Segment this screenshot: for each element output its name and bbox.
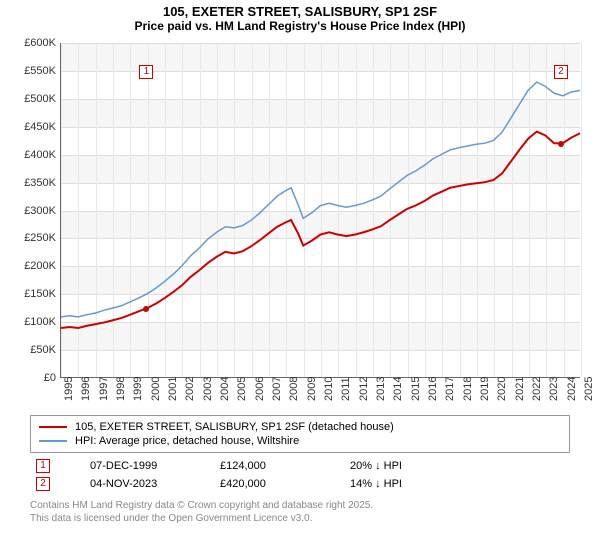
legend-swatch-property — [39, 426, 67, 428]
x-tick-label: 2007 — [271, 377, 283, 401]
x-tick-label: 2016 — [427, 377, 439, 401]
legend-item-property: 105, EXETER STREET, SALISBURY, SP1 2SF (… — [39, 420, 561, 434]
x-tick-label: 2024 — [566, 377, 578, 401]
legend-label-hpi: HPI: Average price, detached house, Wilt… — [75, 435, 299, 447]
legend-item-hpi: HPI: Average price, detached house, Wilt… — [39, 434, 561, 448]
footer-attribution: Contains HM Land Registry data © Crown c… — [30, 499, 570, 525]
plot-area: 12 — [60, 43, 580, 378]
chart-subtitle: Price paid vs. HM Land Registry's House … — [0, 19, 600, 35]
table-cell-date: 07-DEC-1999 — [90, 460, 180, 472]
chart-title: 105, EXETER STREET, SALISBURY, SP1 2SF — [0, 0, 600, 19]
y-tick-label: £550K — [10, 65, 56, 77]
marker-box-1: 1 — [139, 65, 153, 79]
x-tick-label: 2015 — [410, 377, 422, 401]
marker-ref-icon: 2 — [36, 477, 50, 491]
y-tick-label: £0 — [10, 372, 56, 384]
x-tick-label: 1996 — [80, 377, 92, 401]
x-tick-label: 2021 — [514, 377, 526, 401]
y-tick-label: £500K — [10, 93, 56, 105]
x-tick-label: 2006 — [254, 377, 266, 401]
x-tick-label: 2009 — [306, 377, 318, 401]
x-tick-label: 2025 — [583, 377, 595, 401]
y-tick-label: £150K — [10, 288, 56, 300]
x-tick-label: 2001 — [167, 377, 179, 401]
x-tick-label: 2022 — [531, 377, 543, 401]
x-tick-label: 2017 — [444, 377, 456, 401]
x-tick-label: 1998 — [115, 377, 127, 401]
legend-label-property: 105, EXETER STREET, SALISBURY, SP1 2SF (… — [75, 421, 394, 433]
y-tick-label: £400K — [10, 149, 56, 161]
chart-lines — [61, 43, 580, 377]
x-tick-label: 2004 — [219, 377, 231, 401]
x-tick-label: 2013 — [375, 377, 387, 401]
marker-dot-1 — [143, 306, 149, 312]
y-tick-label: £100K — [10, 316, 56, 328]
y-tick-label: £250K — [10, 232, 56, 244]
marker-table: 1 07-DEC-1999 £124,000 20% ↓ HPI 2 04-NOV-202… — [30, 457, 570, 493]
x-tick-label: 2020 — [496, 377, 508, 401]
x-tick-label: 2019 — [479, 377, 491, 401]
x-tick-label: 2002 — [184, 377, 196, 401]
footer-line2: This data is licensed under the Open Gov… — [30, 512, 570, 525]
x-tick-label: 2014 — [392, 377, 404, 401]
table-row: 2 04-NOV-2023 £420,000 14% ↓ HPI — [30, 475, 570, 493]
table-cell-diff: 14% ↓ HPI — [350, 478, 440, 490]
x-tick-label: 1995 — [63, 377, 75, 401]
y-tick-label: £450K — [10, 121, 56, 133]
x-tick-label: 2011 — [340, 377, 352, 401]
y-tick-label: £300K — [10, 205, 56, 217]
y-tick-label: £350K — [10, 177, 56, 189]
x-tick-label: 2005 — [236, 377, 248, 401]
legend: 105, EXETER STREET, SALISBURY, SP1 2SF (… — [30, 415, 570, 453]
x-tick-label: 2008 — [288, 377, 300, 401]
x-tick-label: 1999 — [132, 377, 144, 401]
x-tick-label: 2003 — [202, 377, 214, 401]
x-tick-label: 2000 — [150, 377, 162, 401]
legend-swatch-hpi — [39, 440, 67, 442]
table-row: 1 07-DEC-1999 £124,000 20% ↓ HPI — [30, 457, 570, 475]
x-tick-label: 2023 — [548, 377, 560, 401]
x-tick-label: 2018 — [462, 377, 474, 401]
chart-area: £0 £50K £100K £150K £200K £250K £300K £350K £400… — [10, 35, 590, 415]
table-cell-diff: 20% ↓ HPI — [350, 460, 440, 472]
y-tick-label: £600K — [10, 37, 56, 49]
y-tick-label: £200K — [10, 260, 56, 272]
table-cell-date: 04-NOV-2023 — [90, 478, 180, 490]
y-tick-label: £50K — [10, 344, 56, 356]
marker-ref-icon: 1 — [36, 459, 50, 473]
marker-box-2: 2 — [554, 65, 568, 79]
series-hpi — [61, 82, 580, 317]
x-tick-label: 1997 — [98, 377, 110, 401]
x-tick-label: 2010 — [323, 377, 335, 401]
footer-line1: Contains HM Land Registry data © Crown c… — [30, 499, 570, 512]
x-tick-label: 2012 — [358, 377, 370, 401]
marker-dot-2 — [558, 141, 564, 147]
table-cell-price: £124,000 — [220, 460, 310, 472]
table-cell-price: £420,000 — [220, 478, 310, 490]
